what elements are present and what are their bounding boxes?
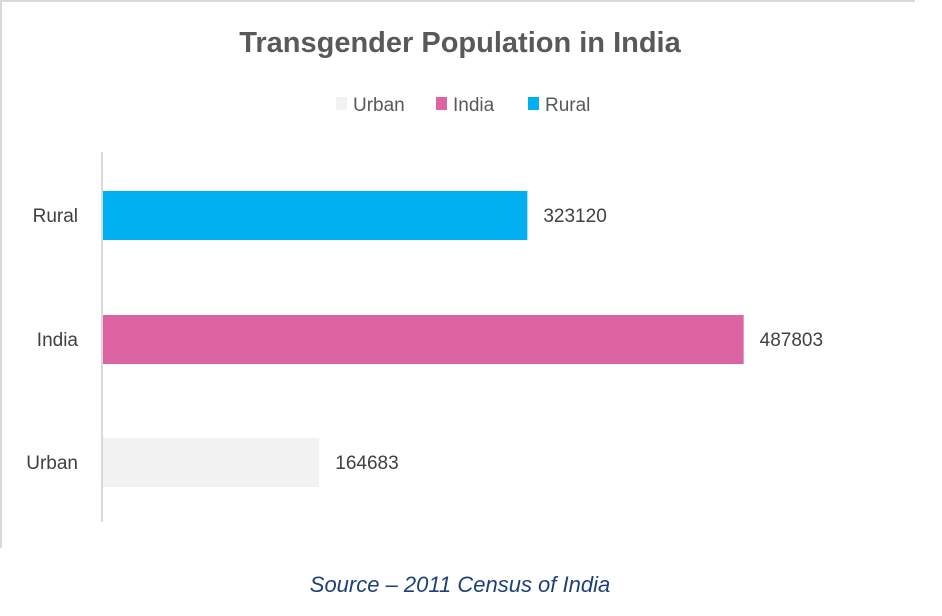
data-label-india: 487803: [760, 330, 823, 351]
data-label-urban: 164683: [335, 453, 398, 474]
legend-swatch-india: [436, 97, 447, 110]
bar-india: [103, 315, 744, 364]
data-label-rural: 323120: [543, 206, 606, 227]
chart-title: Transgender Population in India: [239, 27, 681, 59]
legend-label-rural: Rural: [545, 95, 590, 116]
chart-frame: [0, 0, 915, 548]
legend-label-india: India: [453, 95, 495, 116]
bar-rural: [103, 191, 528, 240]
y-tick-label-urban: Urban: [26, 453, 78, 474]
bar-urban: [103, 438, 320, 487]
legend-swatch-rural: [528, 97, 539, 110]
source-caption: Source – 2011 Census of India: [309, 572, 611, 597]
bar-chart: Transgender Population in India Urban Ind…: [26, 27, 823, 522]
y-tick-label-india: India: [37, 330, 79, 351]
legend-swatch-urban: [336, 97, 347, 110]
legend-label-urban: Urban: [353, 95, 405, 116]
legend: Urban India Rural: [336, 95, 590, 116]
y-tick-label-rural: Rural: [33, 206, 78, 227]
